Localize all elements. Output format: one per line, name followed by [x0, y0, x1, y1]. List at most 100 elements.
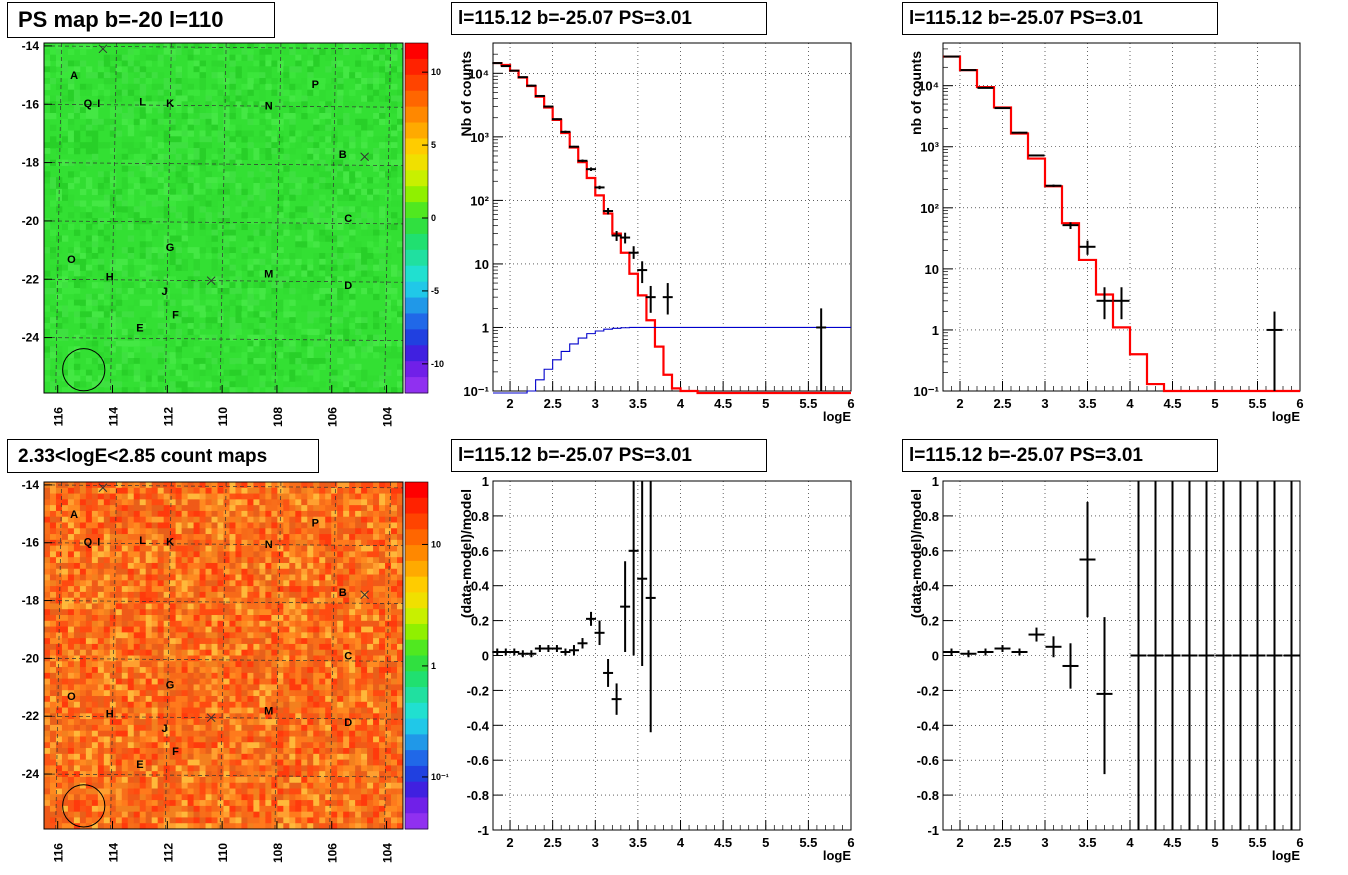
source-marker-label: D: [344, 280, 352, 292]
x-tick-label: 4.5: [1163, 396, 1181, 411]
colorbar-band: [405, 797, 428, 814]
colorbar-band: [405, 43, 428, 60]
y-tick-label: 0.6: [921, 544, 939, 559]
source-marker-label: E: [136, 322, 143, 334]
map-grid-line-y: [43, 103, 404, 108]
map-grid-line-x: [329, 481, 337, 830]
x-tick-label: 2: [506, 835, 513, 850]
source-marker-label: H: [106, 708, 114, 720]
plot-frame: [942, 480, 1301, 831]
source-marker-label: P: [312, 517, 319, 529]
x-tick-label: 104: [381, 843, 395, 863]
x-tick-label: 108: [271, 843, 285, 863]
colorbar-band: [405, 345, 428, 362]
spectrum-1-title: l=115.12 b=-25.07 PS=3.01: [451, 2, 767, 35]
colorbar-band: [405, 265, 428, 283]
y-tick-label: -0.4: [467, 718, 490, 733]
plot-area: [493, 481, 851, 830]
y-tick-label: -16: [22, 97, 40, 111]
colorbar-band: [405, 608, 428, 625]
colorbar-band: [405, 702, 428, 720]
colorbar-band: [405, 750, 428, 767]
x-tick-label: 2.5: [544, 396, 562, 411]
map-cells: [44, 43, 404, 394]
x-tick-label: 5.5: [1248, 835, 1266, 850]
y-tick-label: 10²: [470, 193, 489, 208]
spectrum-1-pad: 2 2.5 3 3.5 4 4.5 5 5.5 6 10⁻¹ 1 10 10² 10³ 10⁴ logE Nb …: [458, 42, 855, 424]
y-tick-label: 0.8: [471, 509, 489, 524]
source-marker-label: H: [106, 271, 114, 283]
x-tick-label: 3.5: [629, 835, 647, 850]
y-tick-label: 0: [932, 649, 939, 664]
colorbar-band: [405, 639, 428, 656]
colorbar-band: [405, 106, 428, 124]
x-tick-label: 5: [762, 396, 769, 411]
y-tick-label: 10³: [920, 140, 939, 155]
map-grid-line-x: [55, 481, 63, 830]
colorbar-band: [405, 813, 428, 830]
y-tick-label: -1: [477, 823, 489, 838]
colorbar-band: [405, 576, 428, 593]
colorbar-tick-label: 10: [431, 539, 441, 549]
colorbar-band: [405, 297, 428, 314]
y-tick-label: -22: [22, 272, 40, 286]
source-marker-label: A: [70, 509, 78, 521]
x-tick-label: 3.5: [629, 396, 647, 411]
map-grid-line-y: [43, 715, 404, 720]
colorbar-band: [405, 734, 428, 751]
x-tick-label: 4.5: [1163, 835, 1181, 850]
x-tick-label: 112: [161, 843, 175, 863]
y-tick-label: 10⁴: [918, 79, 939, 94]
colorbar-band: [405, 249, 428, 267]
x-tick-label: 2: [956, 396, 963, 411]
colorbar-band: [405, 781, 428, 798]
colorbar-band: [405, 122, 428, 139]
cross-marker: [98, 44, 108, 54]
map-grid-line-y: [43, 220, 404, 225]
map-frame: [43, 481, 404, 830]
y-tick-label: -0.2: [467, 683, 489, 698]
colorbar-band: [405, 154, 428, 171]
y-tick-label: -20: [22, 651, 40, 665]
y-tick-label: 0: [482, 649, 489, 664]
map-grid-line-y: [43, 600, 404, 604]
y-tick-label: -0.6: [467, 753, 489, 768]
y-tick-label: 10²: [920, 201, 939, 216]
x-tick-label: 5.5: [799, 835, 817, 850]
x-tick-label: 5: [1211, 835, 1218, 850]
colorbar-band: [405, 74, 428, 92]
map-grid-line-x: [219, 42, 227, 394]
psf-circle: [62, 784, 106, 828]
y-tick-label: 1: [482, 474, 489, 489]
y-tick-label: -14: [22, 478, 40, 492]
y-tick-label: 0.6: [471, 544, 489, 559]
y-tick-label: 10⁴: [468, 66, 489, 81]
x-axis-label: logE: [1272, 848, 1300, 863]
x-tick-label: 108: [271, 407, 285, 427]
colorbar-tick-label: 1: [431, 661, 436, 671]
plot-frame: [942, 42, 1301, 392]
x-tick-label: 4: [677, 835, 685, 850]
x-axis-label: logE: [1272, 409, 1300, 424]
y-tick-label: 10⁻¹: [463, 384, 489, 399]
source-marker-label: B: [339, 149, 347, 161]
psf-circle: [62, 348, 106, 392]
map-grid-line-x: [329, 42, 337, 394]
map-grid-line-x: [55, 42, 63, 394]
colorbar-band: [405, 218, 428, 235]
colorbar-band: [405, 513, 428, 530]
source-marker-label: L: [139, 96, 146, 108]
plot-area: [943, 43, 1300, 391]
model-histogram: [493, 326, 851, 394]
x-tick-label: 3: [1041, 835, 1048, 850]
source-marker-label: G: [166, 242, 175, 254]
map-grid-line-x: [384, 481, 391, 830]
map-grid-line-x: [384, 42, 391, 394]
source-marker-label: G: [166, 679, 175, 691]
y-tick-label: -18: [22, 594, 40, 608]
colorbar-band: [405, 233, 428, 251]
map-grid-line-y: [43, 658, 404, 662]
x-axis-label: logE: [823, 848, 851, 863]
residual-1-pad: 2 2.5 3 3.5 4 4.5 5 5.5 6 -1 -0.8 -0.6 -0.4 -0.2 0 0.2 0…: [458, 474, 855, 863]
source-marker-label: K: [166, 536, 174, 548]
